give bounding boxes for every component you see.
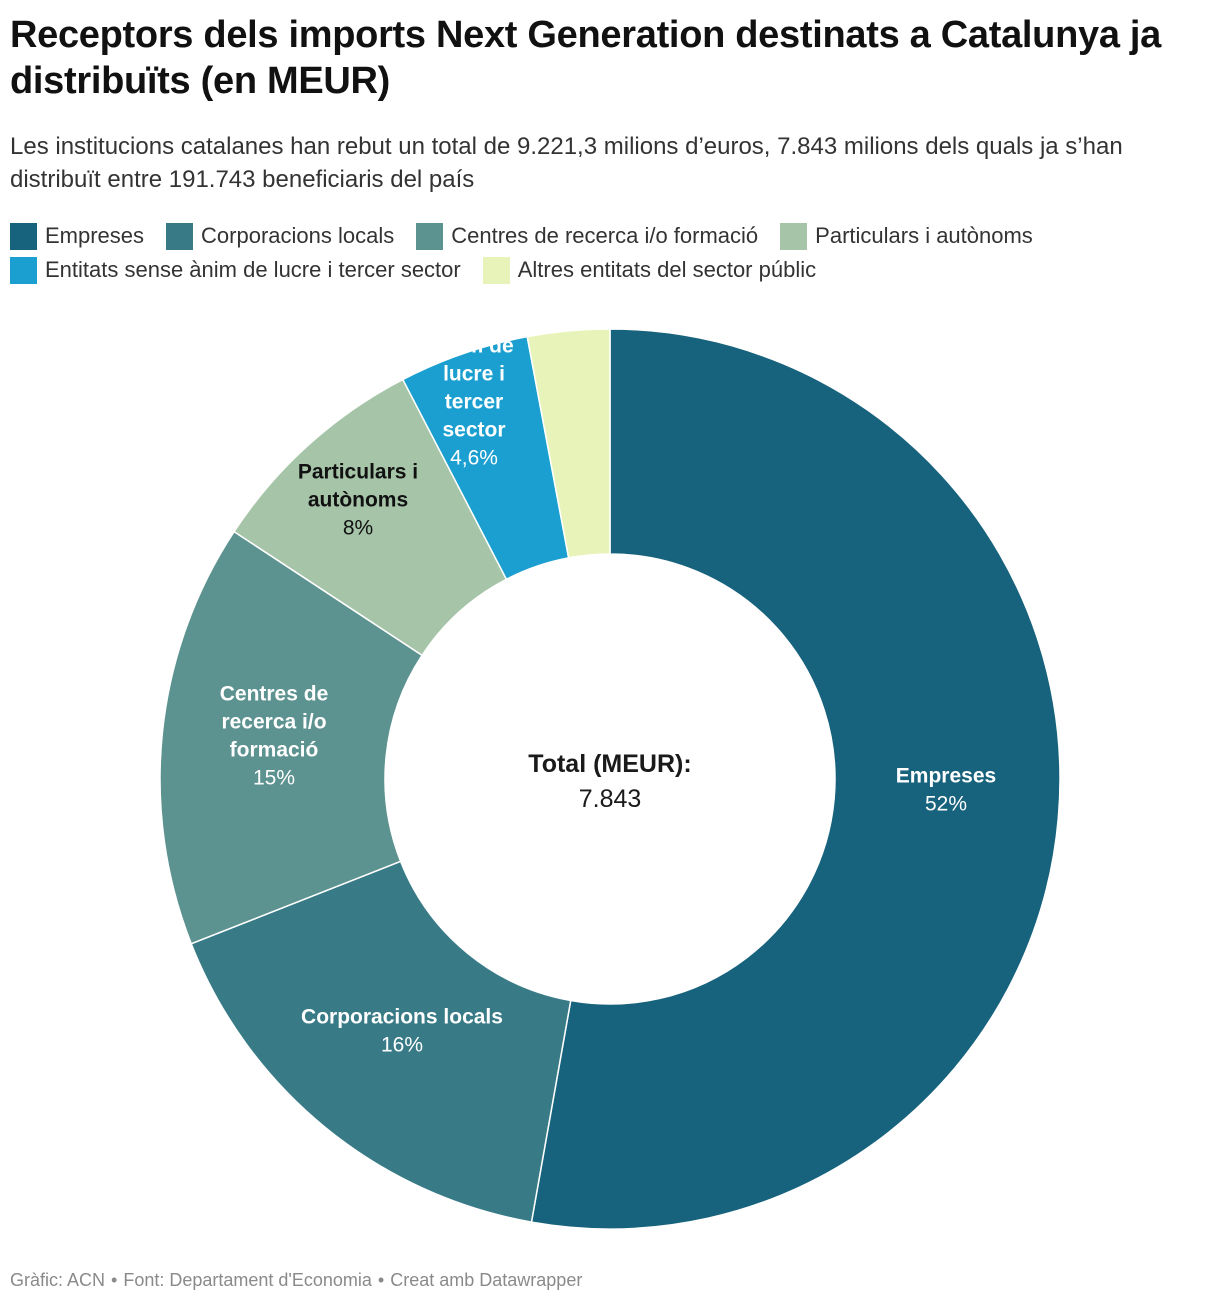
legend-swatch bbox=[482, 256, 510, 284]
donut-chart: Empreses 52% Corporacions locals 16% Centres… bbox=[159, 300, 1061, 1230]
slice-label-name: autònoms bbox=[308, 489, 408, 512]
legend-item: Altres entitats del sector públic bbox=[482, 256, 817, 284]
donut-slices bbox=[159, 328, 1061, 1230]
donut-slice bbox=[526, 328, 611, 559]
slice-label-name: tercer bbox=[445, 391, 503, 414]
donut-slice bbox=[190, 860, 572, 1223]
slice-label-value: 4,6% bbox=[450, 447, 498, 470]
slice-label-name: Centres de bbox=[220, 683, 329, 706]
legend-label: Particulars i autònoms bbox=[815, 223, 1033, 248]
legend-swatch bbox=[166, 222, 194, 250]
slice-label-name: sense bbox=[444, 307, 504, 330]
slice-labels: Empreses 52% Corporacions locals 16% Centres… bbox=[220, 300, 996, 1057]
footer-source: Font: Departament d'Economia bbox=[123, 1270, 372, 1290]
legend-item: Corporacions locals bbox=[166, 222, 394, 250]
chart-title: Receptors dels imports Next Generation d… bbox=[10, 14, 1162, 102]
footer-tool[interactable]: Creat amb Datawrapper bbox=[390, 1270, 583, 1290]
legend-swatch bbox=[10, 222, 37, 250]
legend-label: Corporacions locals bbox=[201, 223, 395, 248]
legend-label: Entitats sense ànim de lucre i tercer se… bbox=[45, 257, 461, 282]
legend-item: Centres de recerca i/o formació bbox=[416, 222, 758, 250]
legend-swatch bbox=[780, 222, 808, 250]
slice-label-name: formació bbox=[230, 739, 319, 762]
footer-separator: • bbox=[111, 1270, 118, 1290]
legend-label: Altres entitats del sector públic bbox=[517, 257, 817, 282]
legend-item: Particulars i autònoms bbox=[780, 222, 1033, 250]
slice-label-value: 8% bbox=[343, 517, 373, 540]
chart-subtitle: Les institucions catalanes han rebut un … bbox=[10, 133, 1123, 193]
slice-label-name: ànim de bbox=[434, 335, 513, 358]
slice-label-name: recerca i/o bbox=[221, 711, 326, 734]
slice-label-name: Corporacions locals bbox=[301, 1006, 503, 1029]
slice-label-value: 16% bbox=[381, 1034, 423, 1057]
slice-label-name: Entitats bbox=[435, 300, 512, 302]
footer-separator: • bbox=[377, 1270, 385, 1290]
slice-label-name: Empreses bbox=[896, 765, 996, 788]
legend-swatch bbox=[416, 222, 444, 250]
center-total-value: 7.843 bbox=[579, 785, 642, 813]
slice-label-value: 52% bbox=[925, 793, 967, 816]
donut-slice bbox=[159, 530, 424, 945]
slice-label-value: 15% bbox=[253, 767, 295, 790]
donut-slice bbox=[530, 328, 1061, 1230]
center-total-label: Total (MEUR): bbox=[528, 750, 691, 778]
legend-label: Centres de recerca i/o formació bbox=[451, 223, 759, 248]
slice-label-name: lucre i bbox=[443, 363, 505, 386]
legend-item: Entitats sense ànim de lucre i tercer se… bbox=[10, 256, 461, 284]
legend-swatch bbox=[10, 256, 37, 284]
legend-item: Empreses bbox=[10, 222, 144, 250]
footer-credit: Gràfic: ACN bbox=[10, 1270, 106, 1290]
chart-legend: Empreses Corporacions locals Centres de re… bbox=[10, 222, 1210, 284]
legend-label: Empreses bbox=[45, 223, 145, 248]
slice-label-name: sector bbox=[442, 419, 505, 442]
slice-label-name: Particulars i bbox=[298, 461, 418, 484]
chart-footer: Gràfic: ACN • Font: Departament d'Economia… bbox=[10, 1270, 582, 1291]
